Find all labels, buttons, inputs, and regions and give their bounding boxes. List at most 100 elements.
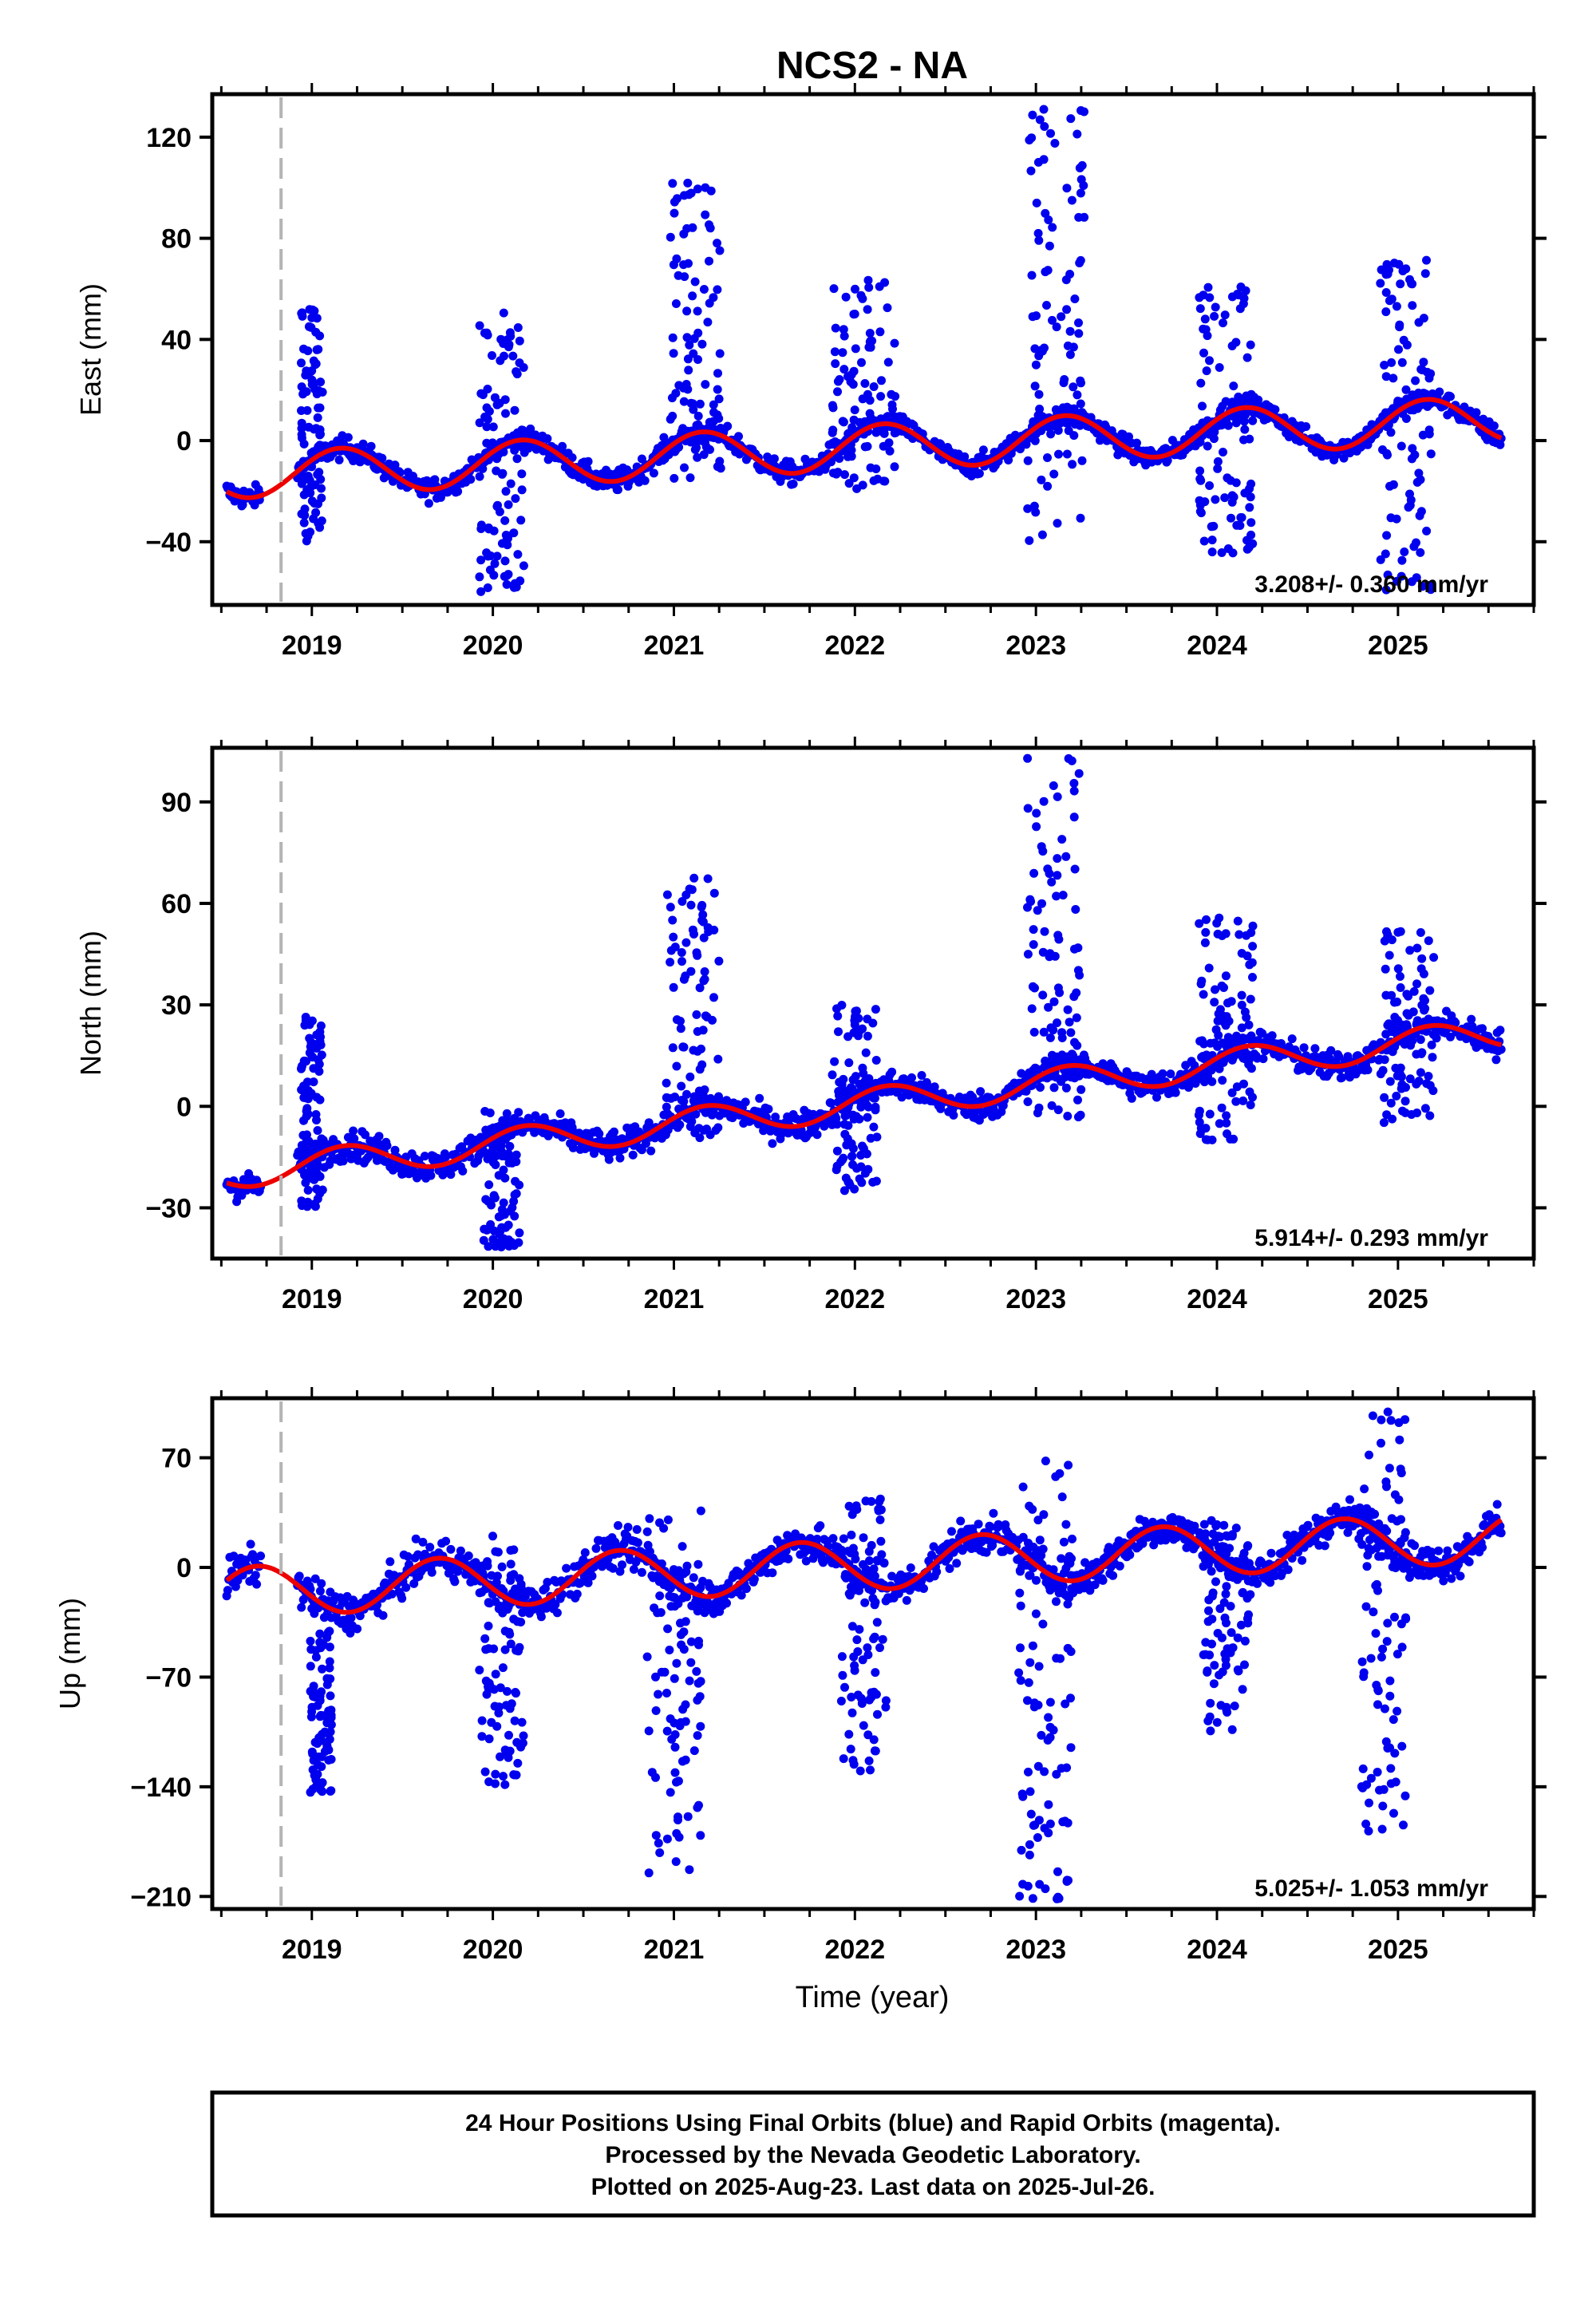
north-data-point [1033, 906, 1042, 915]
north-data-point [668, 1043, 678, 1053]
east-data-point [841, 292, 851, 302]
north-ytick-label: 60 [161, 889, 192, 919]
east-data-point [1062, 449, 1072, 459]
north-data-point [1398, 1106, 1407, 1116]
east-data-point [831, 323, 840, 333]
east-data-point [1248, 416, 1258, 425]
east-data-point [1076, 513, 1085, 523]
north-data-point [707, 1110, 717, 1120]
east-data-point [298, 311, 307, 321]
north-data-point [637, 1145, 646, 1155]
north-data-point [907, 1073, 916, 1082]
north-data-point [1258, 1054, 1268, 1064]
up-data-point [251, 1571, 260, 1580]
north-data-point [305, 1020, 314, 1030]
east-data-point [1416, 475, 1425, 484]
north-data-point [1195, 1037, 1205, 1046]
north-data-point [840, 1129, 850, 1139]
east-data-point [850, 310, 859, 318]
up-data-point [1298, 1555, 1307, 1565]
north-data-point [303, 1197, 313, 1207]
east-data-point [1205, 481, 1215, 490]
east-data-point [1242, 353, 1252, 362]
east-data-point [1382, 259, 1392, 269]
north-data-point [1428, 1053, 1437, 1062]
east-data-point [316, 429, 325, 439]
east-data-point [1422, 526, 1432, 536]
north-data-point [1287, 1034, 1297, 1044]
north-data-point [595, 1129, 604, 1139]
north-data-point [1047, 877, 1057, 887]
north-data-point [1417, 954, 1427, 963]
north-data-point [303, 1109, 313, 1119]
up-data-point [1108, 1571, 1118, 1580]
east-data-point [504, 500, 513, 509]
east-data-point [1199, 536, 1209, 546]
east-data-point [887, 400, 897, 409]
east-data-point [833, 387, 842, 397]
east-data-point [476, 587, 486, 596]
north-data-point [1201, 927, 1211, 937]
east-data-point [517, 469, 527, 479]
north-data-point [1074, 769, 1084, 778]
east-data-point [1376, 279, 1385, 288]
up-data-point [932, 1567, 942, 1576]
north-data-point [1070, 1037, 1079, 1047]
north-data-point [1038, 847, 1048, 856]
east-data-point [1215, 363, 1224, 372]
north-data-point [1246, 1101, 1255, 1109]
east-data-point [1065, 350, 1075, 359]
east-data-point [504, 340, 514, 350]
north-data-point [768, 1139, 777, 1148]
east-data-point [1418, 430, 1428, 440]
east-data-point [1400, 547, 1409, 556]
east-data-point [715, 349, 725, 358]
east-data-point [890, 462, 899, 472]
east-data-point [1199, 324, 1208, 334]
north-data-point [1383, 931, 1393, 941]
east-data-point [1035, 405, 1045, 413]
east-data-point [697, 339, 707, 349]
east-data-point [713, 385, 722, 394]
east-data-point [706, 186, 716, 196]
east-data-point [1376, 555, 1385, 564]
north-data-point [1392, 1091, 1401, 1101]
east-data-point [1424, 425, 1434, 435]
east-data-point [847, 425, 857, 435]
east-data-point [858, 394, 867, 404]
north-data-point [1381, 1030, 1391, 1039]
east-data-point [1223, 421, 1233, 430]
north-data-point [686, 900, 696, 910]
north-data-point [1385, 951, 1394, 960]
east-data-point [297, 424, 306, 433]
east-data-point [1068, 460, 1077, 469]
up-data-point [784, 1554, 793, 1563]
east-data-point [1207, 536, 1217, 545]
north-data-point [299, 1093, 309, 1102]
north-data-point [1408, 1036, 1417, 1045]
east-data-point [1382, 531, 1392, 540]
east-data-point [614, 485, 622, 495]
east-xtick-label: 2021 [644, 630, 705, 661]
north-data-point [1063, 1112, 1073, 1120]
east-data-point [671, 299, 681, 308]
up-data-point [1038, 1544, 1048, 1554]
east-data-point [699, 450, 709, 460]
east-data-point [476, 555, 486, 565]
east-data-point [1046, 128, 1055, 138]
north-data-point [699, 976, 709, 986]
east-data-point [512, 370, 522, 379]
up-data-point [572, 1589, 582, 1599]
east-data-point [483, 583, 492, 592]
east-data-point [315, 331, 325, 341]
up-data-point [246, 1539, 255, 1549]
east-data-point [297, 358, 306, 368]
east-data-point [475, 472, 484, 481]
north-data-point [575, 1128, 584, 1138]
north-data-point [702, 1124, 711, 1134]
east-data-point [1077, 378, 1085, 388]
north-data-point [1425, 1111, 1435, 1120]
north-data-point [316, 1032, 325, 1041]
north-data-point [1235, 930, 1244, 939]
north-data-point [1244, 1060, 1254, 1069]
